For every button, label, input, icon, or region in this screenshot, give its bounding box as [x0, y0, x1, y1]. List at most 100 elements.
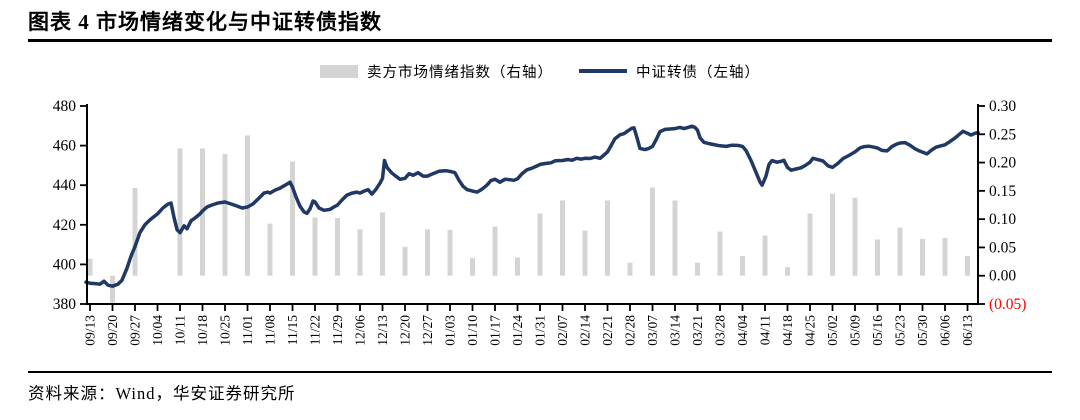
- x-tick-label: 03/21: [690, 315, 705, 346]
- title-underline: [28, 39, 1052, 42]
- source-note: 资料来源：Wind，华安证券研究所: [28, 384, 296, 403]
- sentiment-bar: [470, 258, 475, 276]
- x-tick-label: 05/30: [915, 315, 930, 346]
- x-tick-label: 03/07: [645, 315, 660, 346]
- chart-title: 图表 4 市场情绪变化与中证转债指数: [28, 10, 382, 34]
- sentiment-bar: [492, 226, 498, 276]
- sentiment-bar: [425, 229, 430, 276]
- x-tick-label: 01/03: [443, 315, 458, 346]
- sentiment-bar: [267, 223, 273, 276]
- legend: 卖方市场情绪指数（右轴） 中证转债（左轴）: [0, 58, 1080, 84]
- x-tick-label: 09/27: [128, 315, 143, 346]
- sentiment-bar: [807, 213, 813, 276]
- chart-plot: 480 460 440 420 400 380 0.30 0.25 0.20 0.15 0.10 0.…: [53, 98, 1027, 346]
- x-tick-label: 04/25: [803, 315, 818, 346]
- x-tick-label: 02/14: [578, 315, 593, 346]
- x-tick-label: 11/29: [330, 315, 345, 345]
- x-tick-label: 10/11: [173, 315, 188, 345]
- y-right-tick-label: 0.10: [989, 211, 1016, 228]
- x-tick-label: 09/13: [83, 315, 98, 346]
- sentiment-bar: [942, 237, 948, 276]
- y-right-tick-label: 0.15: [989, 183, 1016, 200]
- x-tick-label: 04/04: [735, 315, 750, 346]
- x-tick-label: 02/28: [623, 315, 638, 346]
- x-tick-label: 10/18: [195, 315, 210, 346]
- sentiment-bar: [852, 197, 858, 276]
- y-right-tick-label: (0.05): [989, 296, 1026, 313]
- x-tick-label: 05/23: [893, 315, 908, 346]
- x-tick-label: 05/16: [870, 315, 885, 346]
- x-tick-label: 06/13: [960, 315, 975, 346]
- x-tick-label: 11/01: [240, 315, 255, 345]
- sentiment-bar: [537, 213, 543, 276]
- y-left-tick-label: 420: [53, 217, 77, 234]
- x-tick-label: 12/20: [398, 315, 413, 346]
- sentiment-bar: [672, 200, 678, 276]
- sentiment-bar: [402, 246, 408, 276]
- y-left-tick-label: 480: [53, 98, 77, 115]
- x-tick-label: 11/22: [308, 315, 323, 345]
- x-tick-label: 03/28: [713, 315, 728, 346]
- sentiment-bar: [132, 188, 138, 276]
- sentiment-bar: [312, 217, 318, 276]
- x-tick-label: 04/18: [780, 315, 795, 346]
- sentiment-bar: [627, 262, 633, 276]
- sentiment-bar: [897, 227, 903, 276]
- x-tick-label: 10/25: [218, 315, 233, 346]
- x-tick-label: 01/17: [488, 315, 503, 346]
- sentiment-bar: [605, 200, 610, 276]
- x-tick-label: 12/06: [353, 315, 368, 346]
- legend-label-sentiment: 卖方市场情绪指数（右轴）: [367, 64, 553, 81]
- sentiment-bar: [357, 229, 363, 276]
- x-tick-label: 11/08: [263, 315, 278, 345]
- legend-item-sentiment: 卖方市场情绪指数（右轴）: [320, 61, 553, 82]
- y-right-tick-label: 0.00: [989, 268, 1016, 285]
- legend-label-index: 中证转债（左轴）: [636, 64, 760, 81]
- index-line: [84, 124, 980, 288]
- sentiment-bar: [740, 255, 745, 276]
- sentiment-bar: [717, 231, 723, 276]
- x-tick-label: 12/13: [375, 315, 390, 346]
- index-line-swatch: [579, 69, 627, 73]
- sentiment-bar: [335, 218, 340, 276]
- x-tick-label: 12/27: [420, 315, 435, 346]
- y-left-tick-label: 400: [53, 256, 77, 273]
- x-tick-label: 03/14: [668, 315, 683, 346]
- x-tick-label: 01/10: [465, 315, 480, 346]
- x-tick-label: 05/09: [848, 315, 863, 346]
- sentiment-bar: [177, 148, 183, 276]
- y-left-tick-label: 380: [53, 296, 77, 313]
- sentiment-bar: [762, 235, 768, 276]
- x-tick-label: 09/20: [105, 315, 120, 346]
- x-tick-label: 04/11: [758, 315, 773, 345]
- x-tick-label: 02/21: [600, 315, 615, 346]
- sentiment-bar: [650, 187, 655, 276]
- source-divider: [28, 371, 1052, 373]
- y-left-tick-label: 440: [53, 177, 77, 194]
- x-tick-label: 06/06: [938, 315, 953, 346]
- sentiment-bar: [582, 230, 588, 276]
- legend-item-index: 中证转债（左轴）: [579, 61, 760, 82]
- sentiment-bar: [785, 267, 790, 276]
- sentiment-bar: [110, 275, 115, 303]
- sentiment-bar: [380, 212, 385, 276]
- y-right-tick-label: 0.05: [989, 239, 1016, 256]
- sentiment-bar: [830, 193, 835, 276]
- y-right-tick-label: 0.20: [989, 155, 1016, 172]
- x-tick-label: 05/02: [825, 315, 840, 346]
- sentiment-bar: [920, 238, 925, 276]
- sentiment-bar: [695, 262, 700, 276]
- y-left-tick-label: 460: [53, 138, 77, 155]
- sentiment-bar: [290, 161, 295, 276]
- y-right-tick-label: 0.25: [989, 126, 1016, 143]
- x-tick-label: 01/24: [510, 315, 525, 346]
- y-right-tick-label: 0.30: [989, 98, 1016, 115]
- sentiment-bar: [87, 258, 93, 276]
- sentiment-bar: [515, 257, 520, 276]
- x-tick-label: 02/07: [555, 315, 570, 346]
- x-tick-label: 11/15: [285, 315, 300, 345]
- sentiment-bar: [875, 239, 880, 276]
- sentiment-bar: [965, 255, 970, 276]
- sentiment-bar: [560, 200, 565, 276]
